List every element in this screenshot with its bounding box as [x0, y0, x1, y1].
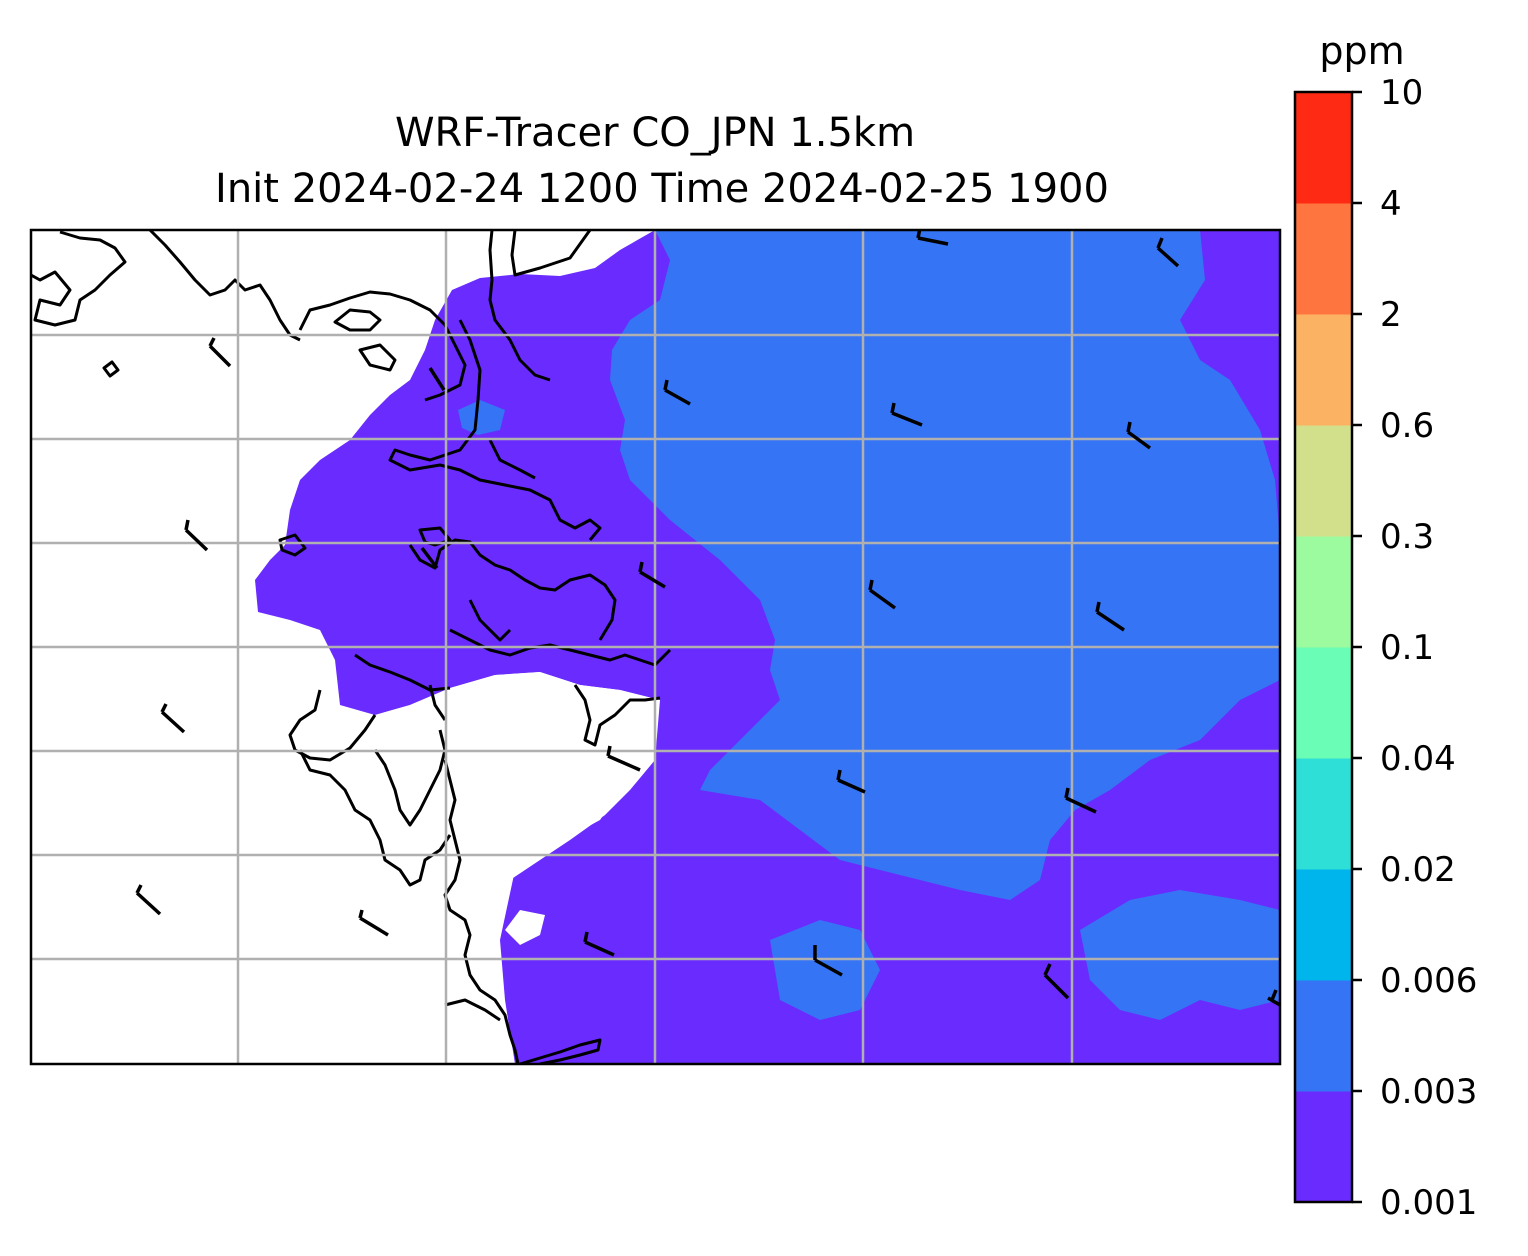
wind-barb [606, 745, 641, 772]
concentration-region-0.003 [1080, 890, 1280, 1020]
wind-barb [1064, 787, 1097, 814]
colorbar-swatch [1295, 1091, 1352, 1203]
wind-barb [1126, 421, 1152, 450]
wind-barb [868, 579, 897, 610]
colorbar-tick-label: 10 [1380, 73, 1423, 113]
colorbar-swatch [1295, 92, 1352, 204]
colorbar-tick-label: 2 [1380, 295, 1402, 335]
colorbar-swatch [1295, 980, 1352, 1092]
title-line-2: Init 2024-02-24 1200 Time 2024-02-25 190… [215, 166, 1109, 212]
wind-barb [836, 769, 866, 794]
colorbar-tick-label: 0.006 [1380, 961, 1477, 1001]
colorbar-tick-label: 0.003 [1380, 1072, 1477, 1112]
colorbar-tick-label: 0.6 [1380, 406, 1434, 446]
colorbar-swatches [1295, 92, 1352, 1203]
colorbar-swatch [1295, 203, 1352, 315]
map-panel [29, 228, 1282, 1066]
colorbar-tick-label: 0.001 [1380, 1183, 1477, 1223]
wind-barb [184, 519, 209, 552]
map-frame [29, 228, 1282, 1066]
map-blank-area [505, 910, 545, 945]
wind-barb [1156, 237, 1180, 268]
colorbar-swatch [1295, 536, 1352, 648]
wind-barb [135, 884, 162, 916]
colorbar-swatch [1295, 758, 1352, 870]
colorbar-ticks: 0.001 0.003 0.006 0.02 0.04 0.1 0.3 0.6 2 4 10 [1352, 73, 1477, 1223]
wind-barb [358, 909, 389, 937]
concentration-region-0.003 [770, 920, 880, 1020]
colorbar-tick-label: 0.02 [1380, 850, 1456, 890]
wind-barb [1043, 963, 1070, 1000]
wind-barb [1095, 601, 1125, 632]
concentration-region-0.003 [610, 230, 1280, 900]
wind-barb [160, 703, 186, 734]
colorbar-swatch [1295, 647, 1352, 759]
colorbar-swatch [1295, 869, 1352, 981]
wind-barb [916, 230, 949, 246]
wind-barbs [135, 230, 1280, 1007]
concentration-region-0.003 [458, 400, 505, 435]
colorbar: ppm 0.001 0.003 0.006 0.02 0.04 0.1 0.3 0.6 2 4 10 [1293, 29, 1477, 1223]
title-line-1: WRF-Tracer CO_JPN 1.5km [395, 110, 915, 156]
wind-barb [890, 402, 923, 427]
wind-barb [638, 561, 666, 589]
wind-barb [428, 367, 446, 391]
gridlines [31, 230, 1280, 1064]
wind-barb [663, 379, 691, 406]
colorbar-tick-label: 0.1 [1380, 628, 1434, 668]
wind-barb [813, 945, 843, 977]
wind-barb [420, 546, 439, 570]
coastlines [31, 230, 672, 1064]
colorbar-swatch [1295, 425, 1352, 537]
colorbar-unit-label: ppm [1319, 29, 1404, 73]
colorbar-tick-label: 0.04 [1380, 739, 1456, 779]
wind-barb [208, 337, 232, 368]
wind-barb [1267, 989, 1280, 1007]
wind-barb [583, 931, 615, 957]
colorbar-tick-label: 4 [1380, 184, 1402, 224]
colorbar-tick-label: 0.3 [1380, 517, 1434, 557]
colorbar-swatch [1295, 314, 1352, 426]
